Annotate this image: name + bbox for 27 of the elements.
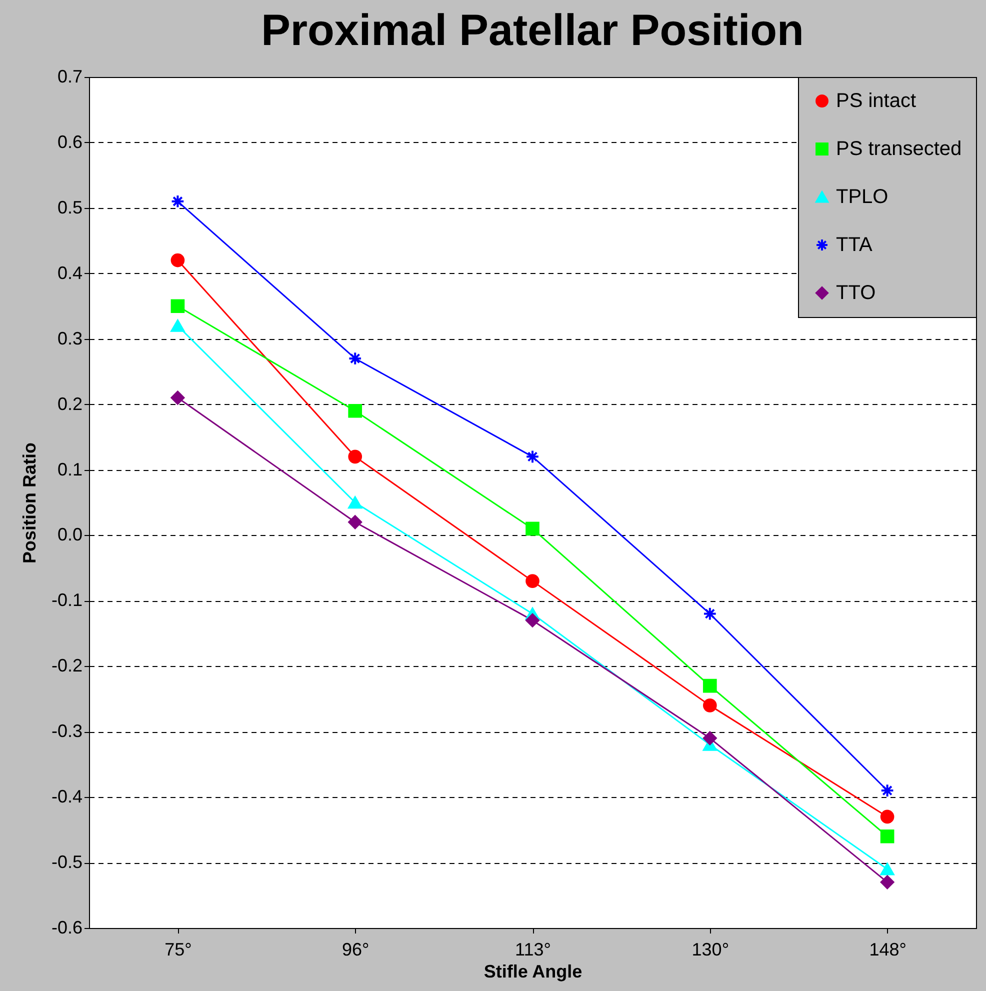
y-tick-label: 0.4 [57, 262, 82, 283]
chart-title: Proximal Patellar Position [261, 6, 804, 55]
x-tick-label: 113° [515, 940, 551, 960]
y-tick-label: -0.5 [51, 852, 82, 872]
y-tick-label: 0.2 [57, 394, 82, 414]
y-tick-label: 0.5 [57, 197, 82, 218]
y-axis-title: Position Ratio [19, 442, 40, 564]
legend-label: TPLO [836, 186, 888, 208]
y-tick-label: 0.1 [57, 459, 82, 480]
x-tick-label: 130° [692, 940, 730, 960]
legend-label: TTO [836, 282, 876, 304]
y-tick-label: -0.1 [51, 590, 82, 610]
legend-label: PS intact [836, 90, 916, 112]
y-tick-label: -0.6 [51, 918, 82, 938]
legend-label: TTA [836, 234, 873, 256]
legend-label: PS transected [836, 138, 962, 160]
y-tick-label: -0.2 [51, 656, 82, 676]
y-tick-label: -0.4 [51, 786, 82, 807]
x-tick-label: 75° [164, 940, 192, 960]
x-axis-title: Stifle Angle [484, 962, 582, 982]
y-tick-label: 0.3 [57, 328, 82, 348]
y-tick-label: 0.0 [57, 524, 82, 545]
x-tick-label: 148° [869, 940, 906, 960]
y-tick-label: 0.7 [57, 66, 82, 86]
x-tick-label: 96° [342, 940, 370, 960]
y-tick-label: -0.3 [51, 721, 82, 742]
y-tick-label: 0.6 [57, 132, 82, 152]
